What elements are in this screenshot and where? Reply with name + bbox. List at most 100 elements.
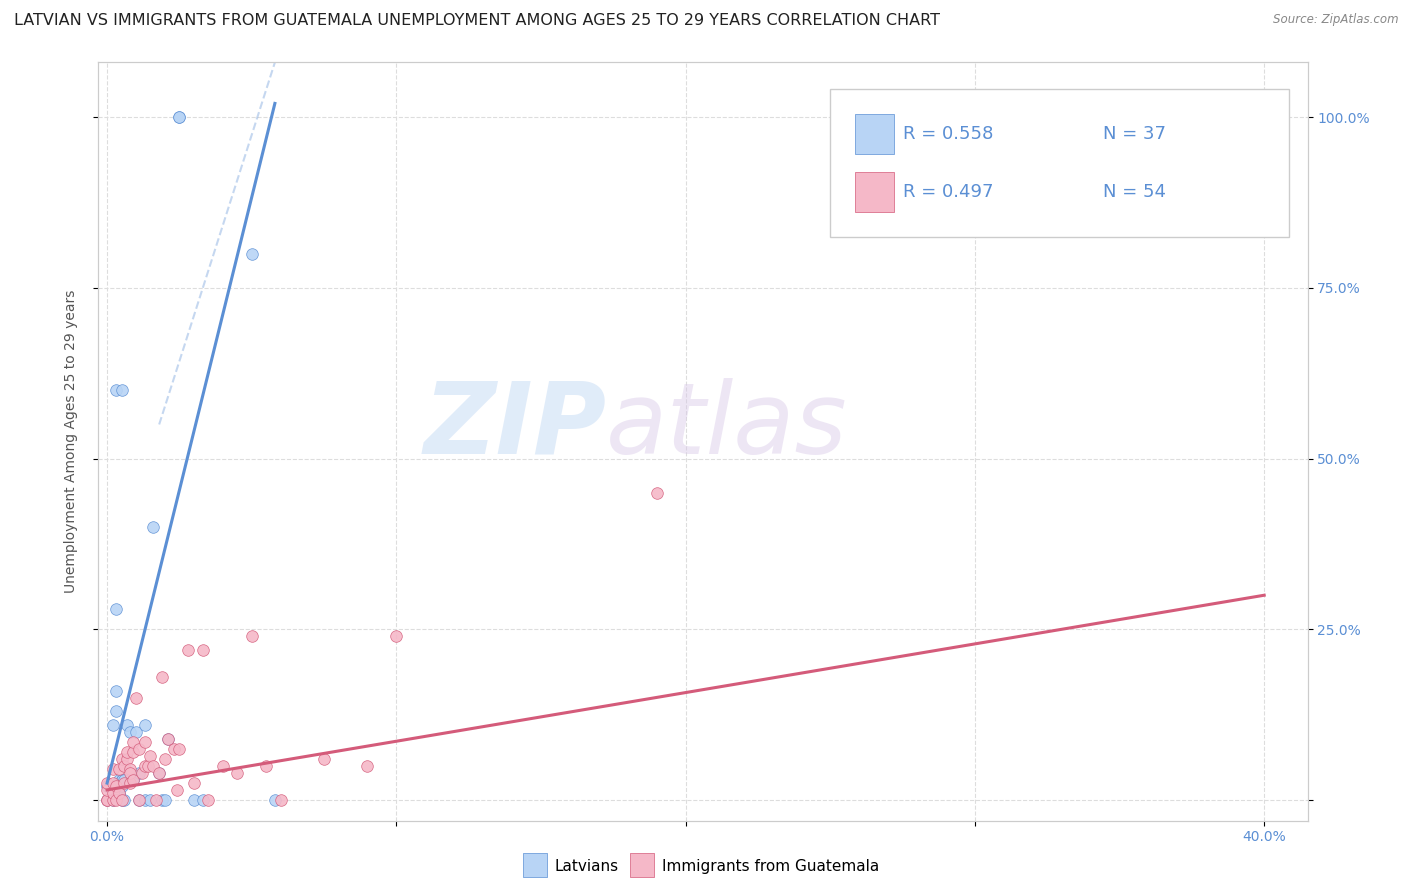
Point <box>270 793 292 807</box>
Point <box>104 684 127 698</box>
Point <box>264 793 287 807</box>
Point <box>131 765 153 780</box>
Point <box>104 384 127 398</box>
Point <box>142 759 165 773</box>
Point <box>142 520 165 534</box>
Point <box>169 110 191 124</box>
Point <box>114 776 136 790</box>
Point <box>114 772 136 787</box>
Point <box>312 752 335 766</box>
Point <box>645 485 668 500</box>
Text: Source: ZipAtlas.com: Source: ZipAtlas.com <box>1274 13 1399 27</box>
Point <box>226 765 249 780</box>
Point <box>120 765 142 780</box>
Point <box>240 246 263 260</box>
Point <box>197 793 219 807</box>
Point <box>96 776 118 790</box>
Point <box>110 384 132 398</box>
Point <box>117 745 139 759</box>
Point <box>104 602 127 616</box>
FancyBboxPatch shape <box>830 89 1289 236</box>
Point <box>114 793 136 807</box>
Point <box>114 759 136 773</box>
Point <box>101 786 124 800</box>
Point <box>156 731 179 746</box>
Point <box>96 793 118 807</box>
Point <box>150 793 173 807</box>
Point <box>169 742 191 756</box>
Point <box>134 793 156 807</box>
Point <box>96 780 118 794</box>
Text: LATVIAN VS IMMIGRANTS FROM GUATEMALA UNEMPLOYMENT AMONG AGES 25 TO 29 YEARS CORR: LATVIAN VS IMMIGRANTS FROM GUATEMALA UNE… <box>14 13 941 29</box>
Point <box>101 793 124 807</box>
Point <box>356 759 378 773</box>
Point <box>145 793 167 807</box>
Text: N = 54: N = 54 <box>1104 183 1166 201</box>
Point <box>120 776 142 790</box>
Legend: Latvians, Immigrants from Guatemala: Latvians, Immigrants from Guatemala <box>520 851 886 881</box>
Point <box>191 643 214 657</box>
Point <box>153 793 176 807</box>
Text: ZIP: ZIP <box>423 378 606 475</box>
Point <box>128 793 150 807</box>
Point <box>122 772 145 787</box>
Point <box>101 776 124 790</box>
Text: atlas: atlas <box>606 378 848 475</box>
Point <box>183 776 205 790</box>
Point <box>240 629 263 643</box>
Point <box>136 759 159 773</box>
Point <box>117 718 139 732</box>
Point <box>96 793 118 807</box>
Point <box>169 110 191 124</box>
Point <box>101 793 124 807</box>
Point <box>211 759 233 773</box>
Point <box>183 793 205 807</box>
Point <box>191 793 214 807</box>
Point <box>156 731 179 746</box>
Point <box>134 718 156 732</box>
Point <box>110 772 132 787</box>
Point <box>150 670 173 684</box>
Point <box>128 793 150 807</box>
Point <box>122 745 145 759</box>
Point <box>104 780 127 794</box>
Point <box>122 772 145 787</box>
Point <box>120 724 142 739</box>
Point <box>96 783 118 797</box>
Text: R = 0.497: R = 0.497 <box>903 183 994 201</box>
Point <box>107 763 129 777</box>
Point <box>110 780 132 794</box>
Point <box>162 742 184 756</box>
Point <box>122 735 145 749</box>
Point <box>153 752 176 766</box>
Point <box>128 765 150 780</box>
Point <box>125 690 148 705</box>
Point <box>110 772 132 787</box>
Point <box>148 765 170 780</box>
Point <box>120 763 142 777</box>
Point <box>166 783 188 797</box>
Point <box>104 704 127 718</box>
Point <box>139 793 162 807</box>
Point <box>107 786 129 800</box>
Point <box>134 735 156 749</box>
Point <box>110 793 132 807</box>
Point <box>107 772 129 787</box>
Y-axis label: Unemployment Among Ages 25 to 29 years: Unemployment Among Ages 25 to 29 years <box>63 290 77 593</box>
Point <box>125 724 148 739</box>
Point <box>104 793 127 807</box>
Point <box>107 786 129 800</box>
Point <box>177 643 200 657</box>
Point <box>110 793 132 807</box>
Point <box>254 759 277 773</box>
Point <box>385 629 408 643</box>
FancyBboxPatch shape <box>855 172 894 212</box>
Point <box>117 752 139 766</box>
Point <box>139 748 162 763</box>
Point <box>128 742 150 756</box>
Point <box>101 718 124 732</box>
Point <box>134 759 156 773</box>
Point <box>101 763 124 777</box>
Text: R = 0.558: R = 0.558 <box>903 125 994 143</box>
Point <box>96 793 118 807</box>
